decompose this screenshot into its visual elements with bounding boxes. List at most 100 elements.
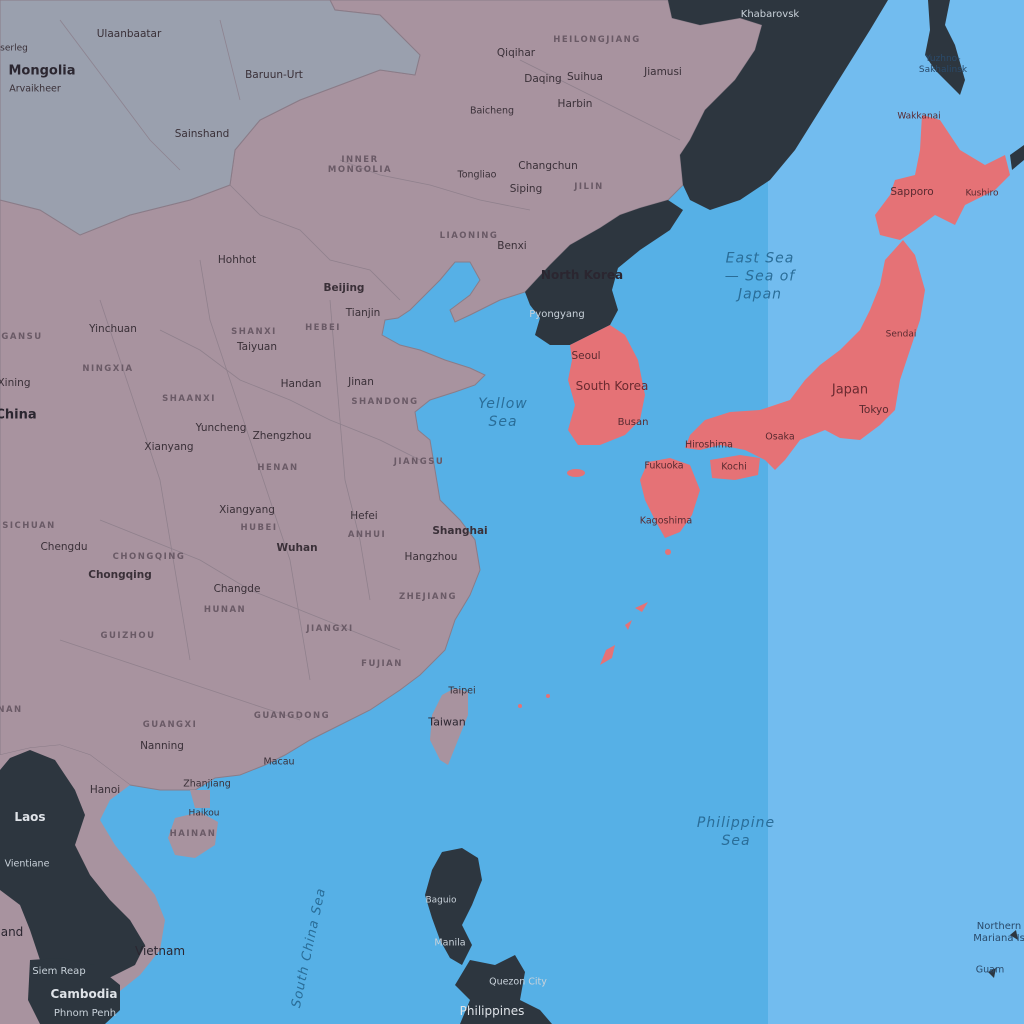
islet-2 <box>518 704 522 708</box>
label-hiroshima[interactable]: Hiroshima <box>685 439 733 451</box>
label-taiwan[interactable]: Taiwan <box>428 715 466 729</box>
label-japan[interactable]: Japan <box>831 382 869 398</box>
label-philippines[interactable]: Philippines <box>459 1004 525 1018</box>
label-qiqihar[interactable]: Qiqihar <box>496 46 536 59</box>
label-tongliao[interactable]: Tongliao <box>457 169 497 181</box>
label-jinan[interactable]: Jinan <box>348 375 374 388</box>
label-baruun-urt[interactable]: Baruun-Urt <box>245 68 303 81</box>
label-hanoi[interactable]: Hanoi <box>89 783 121 796</box>
label-north-korea[interactable]: North Korea <box>540 268 624 282</box>
label-tokyo[interactable]: Tokyo <box>859 403 889 416</box>
label-pyongyang[interactable]: Pyongyang <box>529 309 585 320</box>
shikoku-shape[interactable] <box>710 455 760 480</box>
label-mongolia[interactable]: Mongolia <box>8 63 76 79</box>
honshu-shape[interactable] <box>685 240 925 470</box>
label-guam[interactable]: Guam <box>975 964 1005 976</box>
label-ulaanbaatar[interactable]: Ulaanbaatar <box>96 27 162 40</box>
label-arvaikheer[interactable]: Arvaikheer <box>9 83 61 95</box>
label-baicheng[interactable]: Baicheng <box>469 105 515 117</box>
kyushu-shape[interactable] <box>640 458 700 538</box>
jeju-shape[interactable] <box>567 469 585 477</box>
label-seoul[interactable]: Seoul <box>571 349 601 362</box>
label-yuzhno[interactable]: Yuzhno- Sakhalinsk <box>918 54 968 75</box>
visayas-shape[interactable] <box>455 955 552 1024</box>
label-fukuoka[interactable]: Fukuoka <box>644 460 684 472</box>
label-hangzhou[interactable]: Hangzhou <box>404 550 458 563</box>
label-nanning[interactable]: Nanning <box>140 739 184 752</box>
label-khabarovsk[interactable]: Khabarovsk <box>740 9 800 20</box>
label-shaanxi: SHAANXI <box>162 393 216 404</box>
north-korea-shape[interactable] <box>525 200 683 345</box>
label-vietnam[interactable]: Vietnam <box>134 944 186 958</box>
label-heilongjiang: HEILONGJIANG <box>553 34 641 45</box>
label-xiangyang[interactable]: Xiangyang <box>219 503 275 516</box>
label-northern-mariana[interactable]: Northern Mariana Is <box>973 921 1024 944</box>
hokkaido-shape[interactable] <box>875 115 1010 240</box>
label-manila[interactable]: Manila <box>434 937 466 949</box>
label-daqing[interactable]: Daqing <box>524 72 562 85</box>
cambodia-shape[interactable] <box>28 958 120 1024</box>
label-zhejiang: ZHEJIANG <box>398 591 458 602</box>
label-xianyang[interactable]: Xianyang <box>144 440 194 453</box>
label-taipei[interactable]: Taipei <box>448 685 476 697</box>
label-zhanjiang[interactable]: Zhanjiang <box>183 778 231 790</box>
label-taiyuan[interactable]: Taiyuan <box>237 340 277 353</box>
label-quezon-city[interactable]: Quezon City <box>489 976 547 988</box>
label-east-sea: East Sea — Sea of Japan <box>724 250 796 304</box>
label-hohhot[interactable]: Hohhot <box>217 253 257 266</box>
label-china[interactable]: China <box>0 407 37 423</box>
label-kushiro[interactable]: Kushiro <box>965 188 999 199</box>
label-kagoshima[interactable]: Kagoshima <box>639 515 693 527</box>
label-hefei[interactable]: Hefei <box>350 509 378 522</box>
label-sendai[interactable]: Sendai <box>885 329 917 340</box>
label-zhengzhou[interactable]: Zhengzhou <box>252 429 312 442</box>
russia-shape[interactable] <box>668 0 888 210</box>
label-sainshand[interactable]: Sainshand <box>174 127 230 140</box>
label-suihua[interactable]: Suihua <box>567 70 603 83</box>
label-chengdu[interactable]: Chengdu <box>40 540 88 553</box>
label-laos[interactable]: Laos <box>14 810 46 824</box>
label-macau[interactable]: Macau <box>263 756 295 768</box>
label-south-korea[interactable]: South Korea <box>575 379 649 393</box>
label-busan[interactable]: Busan <box>617 417 649 428</box>
label-thailand[interactable]: and <box>0 925 24 939</box>
label-cambodia[interactable]: Cambodia <box>50 987 118 1001</box>
label-beijing[interactable]: Beijing <box>323 281 365 294</box>
label-osaka[interactable]: Osaka <box>765 431 795 443</box>
sakhalin-shape[interactable] <box>925 0 965 95</box>
label-jiamusi[interactable]: Jiamusi <box>644 65 682 78</box>
label-wuhan[interactable]: Wuhan <box>276 541 318 554</box>
label-benxi[interactable]: Benxi <box>497 239 527 252</box>
label-vientiane[interactable]: Vientiane <box>4 858 50 870</box>
label-shanghai[interactable]: Shanghai <box>432 524 488 537</box>
mongolia-shape[interactable] <box>0 0 421 236</box>
hainan-shape[interactable] <box>168 812 218 858</box>
label-chongqing[interactable]: Chongqing <box>88 568 152 581</box>
label-haikou[interactable]: Haikou <box>188 808 220 819</box>
kuril-shape[interactable] <box>1010 145 1024 170</box>
label-yinchuan[interactable]: Yinchuan <box>89 322 137 335</box>
label-handan[interactable]: Handan <box>280 377 322 390</box>
label-tianjin[interactable]: Tianjin <box>345 306 381 319</box>
label-harbin[interactable]: Harbin <box>557 97 593 110</box>
luzon-shape[interactable] <box>425 848 482 965</box>
label-xining[interactable]: Xining <box>0 376 31 389</box>
taiwan-shape[interactable] <box>430 688 468 765</box>
label-kochi[interactable]: Kochi <box>721 461 747 473</box>
label-changchun[interactable]: Changchun <box>518 159 578 172</box>
label-sapporo[interactable]: Sapporo <box>890 185 934 198</box>
laos-shape[interactable] <box>0 750 145 995</box>
label-hebei: HEBEI <box>305 322 341 333</box>
label-changde[interactable]: Changde <box>213 582 261 595</box>
label-phnom-penh[interactable]: Phnom Penh <box>53 1008 117 1019</box>
label-yuncheng[interactable]: Yuncheng <box>195 421 247 434</box>
label-wakkanai[interactable]: Wakkanai <box>897 111 941 122</box>
south-korea-shape[interactable] <box>568 325 645 445</box>
label-baguio[interactable]: Baguio <box>425 895 457 906</box>
label-erdenet[interactable]: serleg <box>0 43 28 54</box>
label-siem-reap[interactable]: Siem Reap <box>32 966 86 977</box>
mariana-islet <box>1010 930 1018 940</box>
label-siping[interactable]: Siping <box>509 182 543 195</box>
